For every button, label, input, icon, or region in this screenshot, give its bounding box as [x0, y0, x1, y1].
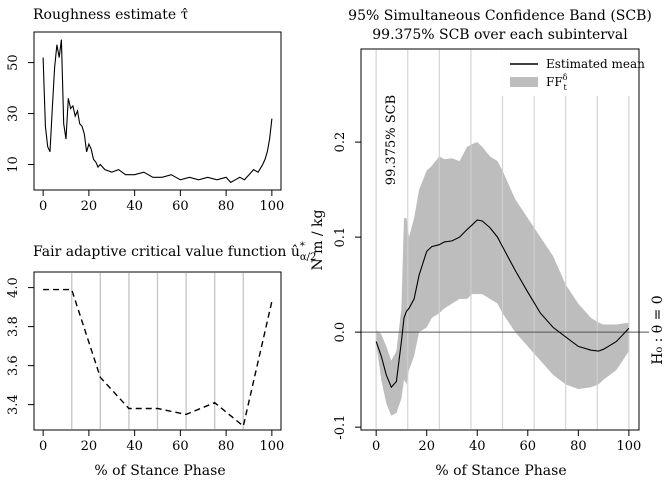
- band-x-label: % of Stance Phase: [435, 463, 566, 479]
- band-y-label: N m / kg: [310, 209, 326, 270]
- critical-series: [43, 288, 273, 428]
- roughness-panel: Roughness estimate τ̂ 0 20 40 60 80 100 10 30 5…: [6, 7, 284, 214]
- roughness-y-ticks: 10 30 50: [6, 54, 34, 173]
- x-tick-label: 60: [520, 439, 537, 454]
- roughness-line: [42, 39, 273, 184]
- x-tick-label: 0: [39, 439, 47, 454]
- x-tick-label: 60: [172, 199, 189, 214]
- band-panel: 95% Simultaneous Confidence Band (SCB) 9…: [310, 8, 666, 479]
- x-tick-label: 40: [126, 199, 143, 214]
- x-tick-label: 0: [39, 199, 47, 214]
- band-subtitle: 99.375% SCB over each subinterval: [372, 27, 628, 43]
- band-legend: Estimated mean FFδ t: [502, 50, 645, 96]
- y-tick-label: 50: [6, 54, 21, 71]
- y-tick-label: 4.0: [6, 277, 21, 298]
- y-tick-label: 0.0: [333, 322, 348, 343]
- critical-title-sub: α/2: [300, 252, 316, 263]
- y-tick-label: -0.1: [333, 415, 348, 440]
- critical-title: Fair adaptive critical value function û*…: [33, 241, 316, 263]
- x-tick-label: 100: [616, 439, 641, 454]
- x-tick-label: 100: [259, 439, 284, 454]
- y-tick-label: 0.2: [333, 132, 348, 153]
- y-tick-label: 10: [6, 156, 21, 173]
- band-mean-layer: [375, 219, 630, 389]
- x-tick-label: 40: [126, 439, 143, 454]
- band-title: 95% Simultaneous Confidence Band (SCB): [348, 8, 652, 24]
- y-tick-label: 3.8: [6, 316, 21, 337]
- x-tick-label: 80: [570, 439, 587, 454]
- critical-x-ticks: 0 20 40 60 80 100: [39, 430, 284, 454]
- critical-title-sup: *: [300, 241, 305, 252]
- critical-y-ticks: 3.4 3.6 3.8 4.0: [6, 277, 34, 415]
- roughness-frame: [33, 31, 282, 191]
- legend-box: [502, 50, 638, 96]
- band-y-ticks: -0.1 0.0 0.1 0.2: [333, 132, 361, 440]
- x-tick-label: 80: [218, 439, 235, 454]
- roughness-series: [42, 39, 273, 184]
- y-tick-label: 30: [6, 105, 21, 122]
- y-tick-label: 0.1: [333, 227, 348, 248]
- x-tick-label: 20: [418, 439, 435, 454]
- roughness-x-ticks: 0 20 40 60 80 100: [39, 190, 284, 214]
- critical-title-main: Fair adaptive critical value function û: [33, 244, 300, 260]
- legend-label-mean: Estimated mean: [546, 57, 645, 71]
- critical-frame: [33, 271, 282, 431]
- legend-label-band: FFδ t: [546, 73, 568, 92]
- mean-line: [375, 219, 630, 389]
- x-tick-label: 60: [172, 439, 189, 454]
- critical-panel: Fair adaptive critical value function û*…: [6, 241, 316, 479]
- legend-fill-swatch: [510, 77, 538, 87]
- band-frame: [360, 48, 640, 431]
- x-tick-label: 20: [81, 199, 98, 214]
- band-right-label: H₀ : θ = 0: [650, 295, 666, 364]
- x-tick-label: 80: [218, 199, 235, 214]
- band-x-ticks: 0 20 40 60 80 100: [372, 430, 641, 454]
- legend-label-band-main: FF: [546, 75, 563, 89]
- y-tick-label: 3.4: [6, 394, 21, 415]
- x-tick-label: 100: [259, 199, 284, 214]
- x-tick-label: 0: [372, 439, 380, 454]
- band-annotation: 99.375% SCB: [384, 95, 399, 185]
- x-tick-label: 20: [81, 439, 98, 454]
- roughness-title: Roughness estimate τ̂: [33, 7, 189, 23]
- critical-line: [43, 288, 273, 428]
- legend-label-band-sup: δ: [563, 73, 568, 82]
- x-tick-label: 40: [469, 439, 486, 454]
- y-tick-label: 3.6: [6, 355, 21, 376]
- legend-label-band-sub: t: [563, 83, 567, 92]
- band-vlines: [375, 50, 630, 429]
- critical-x-label: % of Stance Phase: [94, 463, 225, 479]
